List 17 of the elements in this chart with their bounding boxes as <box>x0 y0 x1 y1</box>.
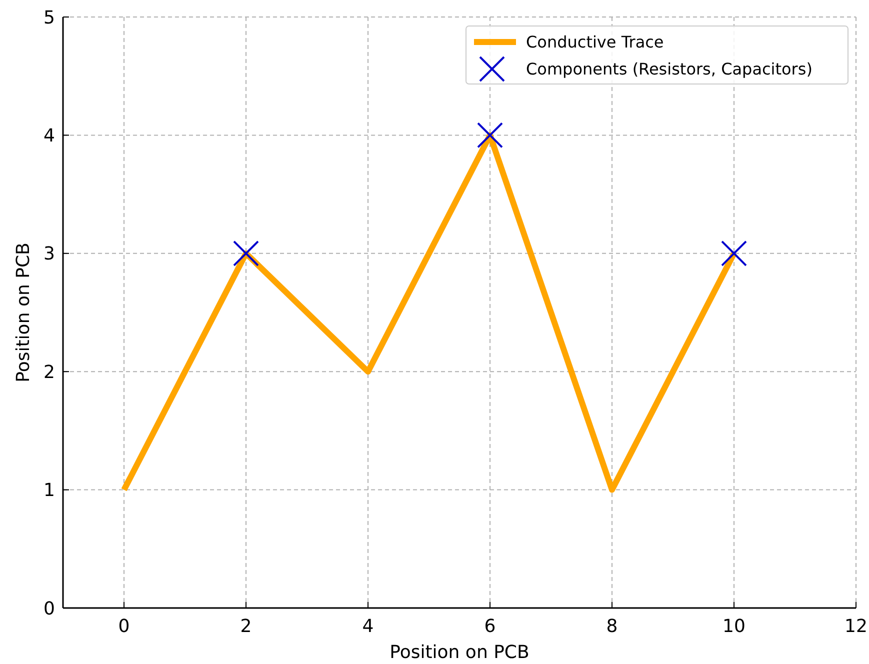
y-tick-label: 5 <box>44 7 55 28</box>
y-tick-label: 1 <box>44 480 55 502</box>
y-tick-label: 4 <box>44 126 55 146</box>
x-axis-title: Position on PCB <box>390 642 530 663</box>
x-tick-label: 10 <box>722 616 746 637</box>
x-tick-label: 6 <box>484 616 496 637</box>
y-tick-label: 0 <box>44 598 55 620</box>
x-tick-label: 4 <box>362 616 374 637</box>
y-tick-label: 2 <box>44 362 55 383</box>
x-tick-label: 2 <box>240 616 252 637</box>
legend-label: Conductive Trace <box>526 32 664 52</box>
legend-label: Components (Resistors, Capacitors) <box>526 60 812 79</box>
x-tick-label: 0 <box>118 616 130 637</box>
y-tick-label: 3 <box>44 244 55 265</box>
y-axis-title: Position on PCB <box>13 242 34 382</box>
x-tick-label: 12 <box>844 616 868 637</box>
x-tick-label: 8 <box>606 616 618 637</box>
